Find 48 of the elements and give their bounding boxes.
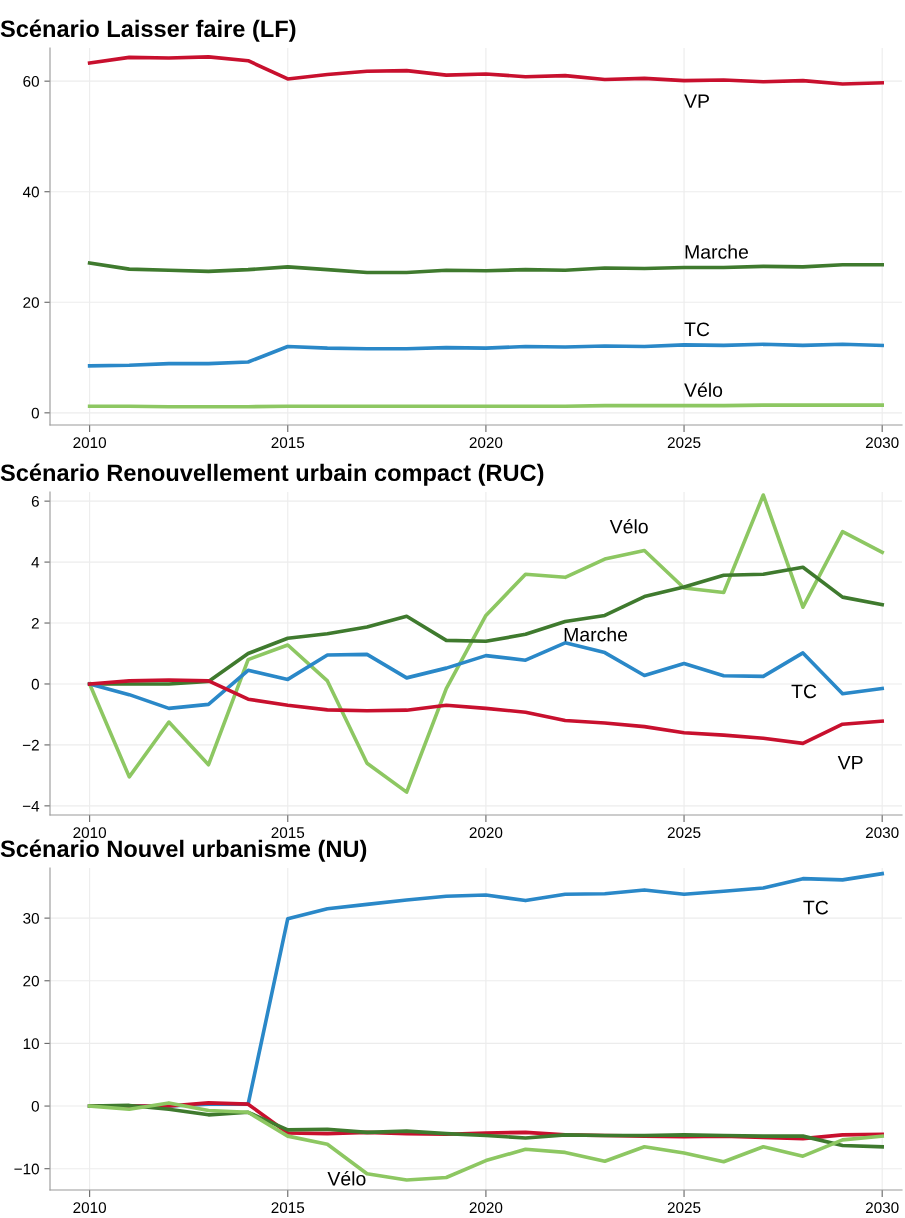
annotation: TC [791, 684, 817, 699]
x-tick-label: 2025 [667, 827, 701, 839]
annotation: VP [837, 755, 863, 770]
x-tick-label: 2015 [271, 827, 305, 839]
chart-title: Scénario Renouvellement urbain compact (RUC) [0, 463, 544, 486]
x-tick-label: 2030 [865, 437, 899, 449]
y-tick-label: −2 [22, 739, 39, 751]
annotation: TC [684, 322, 710, 337]
y-tick-label: 20 [23, 975, 39, 987]
y-tick-label: 2 [31, 617, 39, 629]
y-tick-label: 20 [23, 297, 39, 308]
x-tick-label: 2010 [73, 437, 107, 449]
line-series [87, 55, 884, 86]
x-tick-label: 2025 [667, 1202, 701, 1214]
y-tick-label: 4 [31, 557, 40, 568]
annotation: Vélo [327, 1171, 366, 1186]
annotation: Vélo [684, 382, 723, 397]
y-tick-label: −4 [22, 800, 40, 812]
y-tick-label: −10 [14, 1163, 39, 1175]
x-tick-label: 2030 [865, 827, 899, 839]
y-tick-label: 10 [23, 1038, 39, 1050]
annotation: VP [684, 94, 709, 108]
y-tick-label: 60 [23, 76, 39, 87]
y-tick-label: 0 [31, 1100, 39, 1112]
y-tick-label: 0 [31, 407, 39, 419]
annotation: Marche [564, 627, 628, 642]
y-tick-label: 0 [31, 678, 39, 690]
chart-title: Scénario Laisser faire (LF) [0, 19, 296, 42]
y-tick-label: 40 [22, 186, 39, 198]
line-series [87, 261, 884, 275]
x-tick-label: 2010 [73, 827, 107, 839]
line-series [87, 678, 884, 746]
y-tick-label: 30 [23, 912, 39, 924]
x-tick-label: 2020 [469, 437, 503, 449]
line-series [87, 342, 884, 368]
x-tick-label: 2015 [271, 1202, 305, 1214]
annotation: Marche [685, 244, 749, 259]
annotation: TC [803, 900, 829, 915]
y-tick-label: 6 [31, 496, 39, 507]
x-tick-label: 2020 [469, 1202, 503, 1214]
annotation: Vélo [609, 518, 648, 534]
line-series [87, 493, 884, 794]
x-tick-label: 2015 [271, 437, 305, 449]
chart-title: Scénario Nouvel urbanisme (NU) [0, 839, 367, 862]
x-tick-label: 2030 [865, 1202, 899, 1214]
x-tick-label: 2025 [667, 437, 701, 449]
x-tick-label: 2020 [469, 827, 503, 839]
x-tick-label: 2010 [73, 1202, 107, 1214]
